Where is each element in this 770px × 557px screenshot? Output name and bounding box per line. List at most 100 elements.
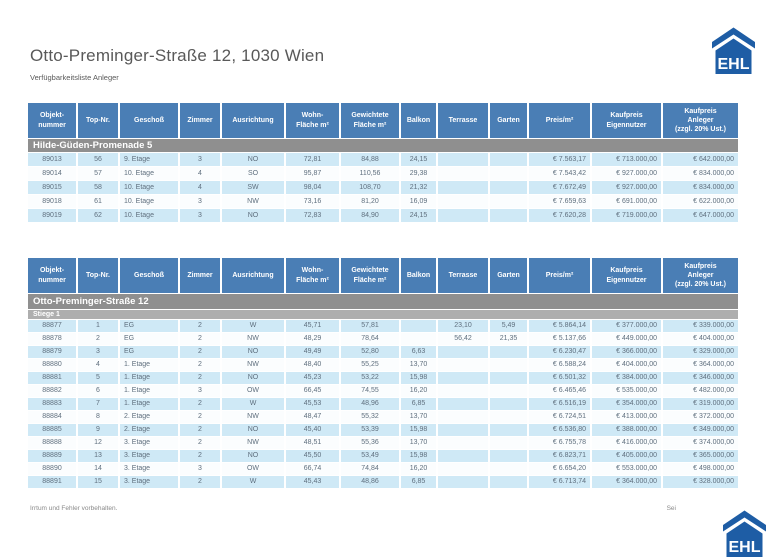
column-header: Gewichtete Fläche m²	[341, 258, 399, 293]
cell: 61	[78, 195, 118, 208]
cell: 66,74	[286, 463, 339, 475]
cell	[490, 372, 527, 384]
cell: 88891	[28, 476, 76, 488]
cell: 16,20	[401, 463, 436, 475]
cell: 45,53	[286, 398, 339, 410]
cell: 6,63	[401, 346, 436, 358]
column-header: Preis/m²	[529, 258, 590, 293]
cell: € 647.000,00	[663, 209, 738, 222]
cell: € 7.659,63	[529, 195, 590, 208]
cell: 7	[78, 398, 118, 410]
cell: W	[222, 398, 284, 410]
cell: 66,45	[286, 385, 339, 397]
cell: 13,70	[401, 359, 436, 371]
cell	[490, 424, 527, 436]
subsection-title: Stiege 1	[28, 310, 738, 319]
cell: 74,84	[341, 463, 399, 475]
cell: € 7.620,28	[529, 209, 590, 222]
cell: 84,88	[341, 153, 399, 166]
cell	[490, 195, 527, 208]
cell: 5	[78, 372, 118, 384]
cell: 57	[78, 167, 118, 180]
cell: 4	[78, 359, 118, 371]
cell: € 498.000,00	[663, 463, 738, 475]
cell: € 713.000,00	[592, 153, 661, 166]
cell: € 5.864,14	[529, 320, 590, 332]
cell: 81,20	[341, 195, 399, 208]
cell: NW	[222, 195, 284, 208]
cell: 88884	[28, 411, 76, 423]
cell: 5,49	[490, 320, 527, 332]
cell: 3	[180, 195, 220, 208]
cell: 88878	[28, 333, 76, 345]
section-title: Hilde-Güden-Promenade 5	[28, 139, 738, 152]
cell: 3	[78, 346, 118, 358]
column-header: Garten	[490, 103, 527, 138]
cell: 108,70	[341, 181, 399, 194]
cell: € 6.755,78	[529, 437, 590, 449]
cell: € 364.000,00	[663, 359, 738, 371]
cell: 6,85	[401, 476, 436, 488]
cell	[490, 437, 527, 449]
cell: 95,87	[286, 167, 339, 180]
cell: OW	[222, 385, 284, 397]
cell: NO	[222, 209, 284, 222]
cell: 88881	[28, 372, 76, 384]
cell	[490, 398, 527, 410]
cell	[438, 450, 488, 462]
cell: 1. Etage	[120, 398, 178, 410]
cell: 21,35	[490, 333, 527, 345]
cell: 15,98	[401, 424, 436, 436]
cell: 48,51	[286, 437, 339, 449]
cell: 2	[180, 346, 220, 358]
cell: 88885	[28, 424, 76, 436]
ehl-logo-icon: EHL	[712, 27, 755, 74]
cell: W	[222, 476, 284, 488]
cell	[438, 167, 488, 180]
cell: € 535.000,00	[592, 385, 661, 397]
cell: 2	[180, 320, 220, 332]
column-header: Zimmer	[180, 258, 220, 293]
cell	[438, 153, 488, 166]
cell: € 7.563,17	[529, 153, 590, 166]
cell	[490, 167, 527, 180]
cell: 56	[78, 153, 118, 166]
cell: € 354.000,00	[592, 398, 661, 410]
cell: 29,38	[401, 167, 436, 180]
cell	[490, 359, 527, 371]
cell: 49,49	[286, 346, 339, 358]
cell: € 364.000,00	[592, 476, 661, 488]
cell	[438, 463, 488, 475]
cell: NW	[222, 411, 284, 423]
cell: € 413.000,00	[592, 411, 661, 423]
column-header: Wohn- Fläche m²	[286, 103, 339, 138]
cell: 89019	[28, 209, 76, 222]
cell: 3	[180, 153, 220, 166]
cell: € 834.000,00	[663, 167, 738, 180]
cell: 2. Etage	[120, 411, 178, 423]
cell: 1. Etage	[120, 372, 178, 384]
page-title: Otto-Preminger-Straße 12, 1030 Wien	[30, 46, 324, 66]
cell: € 6.588,24	[529, 359, 590, 371]
cell: 3. Etage	[120, 463, 178, 475]
cell: 3. Etage	[120, 476, 178, 488]
cell: 45,40	[286, 424, 339, 436]
cell	[401, 333, 436, 345]
cell	[438, 476, 488, 488]
cell: 1. Etage	[120, 385, 178, 397]
cell: 53,49	[341, 450, 399, 462]
cell	[438, 424, 488, 436]
cell: 55,36	[341, 437, 399, 449]
cell: 10. Etage	[120, 195, 178, 208]
cell	[438, 209, 488, 222]
cell: NO	[222, 372, 284, 384]
